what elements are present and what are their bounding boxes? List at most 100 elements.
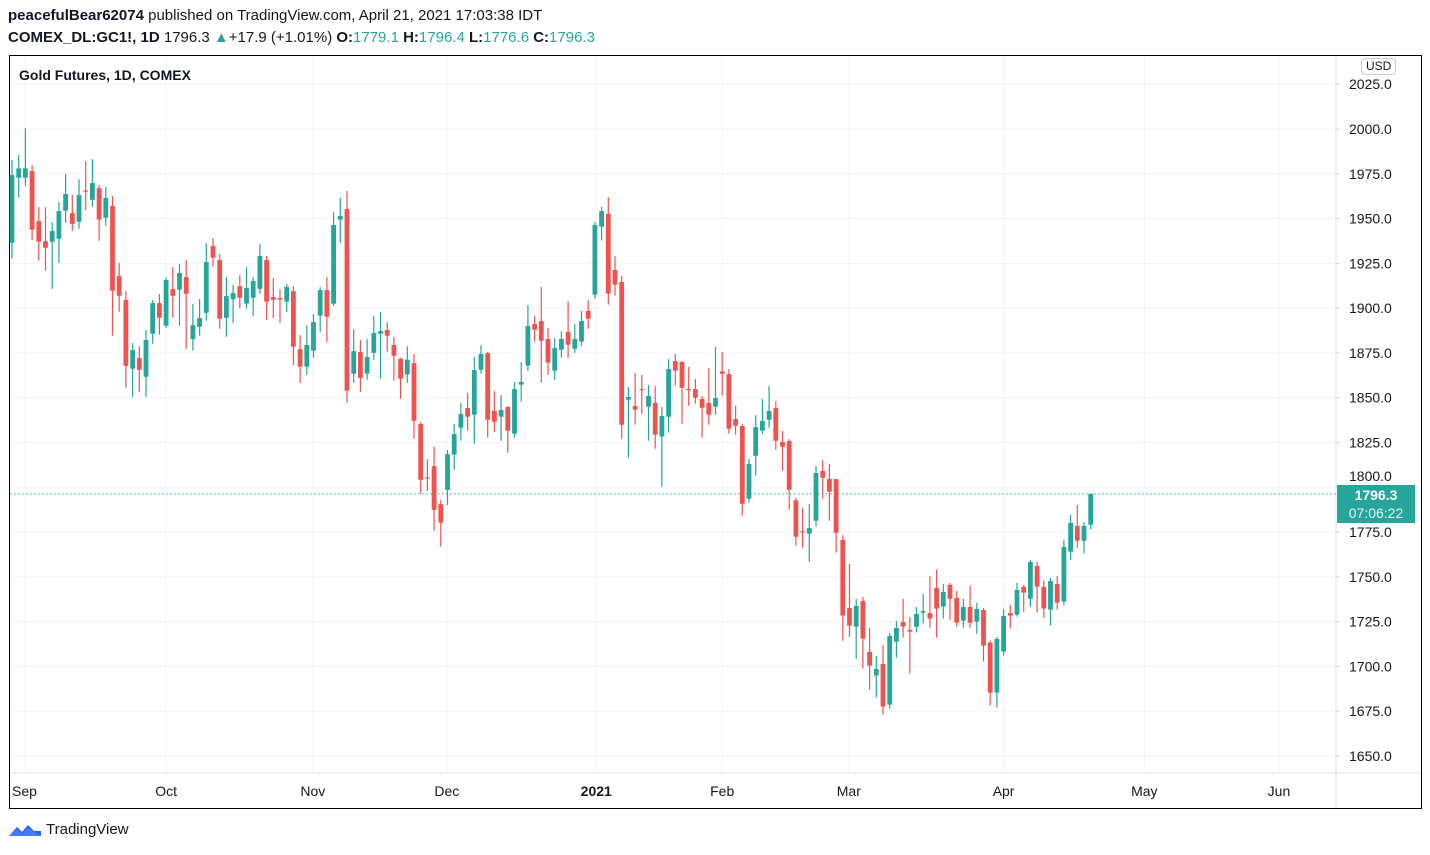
candle-down[interactable] bbox=[538, 321, 544, 341]
candle-down[interactable] bbox=[967, 606, 973, 623]
candle-up[interactable] bbox=[451, 434, 457, 455]
candle-down[interactable] bbox=[827, 479, 832, 492]
candle-up[interactable] bbox=[1068, 522, 1073, 552]
candle-down[interactable] bbox=[411, 363, 417, 421]
currency-button[interactable]: USD bbox=[1361, 58, 1397, 75]
candle-up[interactable] bbox=[713, 398, 718, 407]
candle-down[interactable] bbox=[1021, 586, 1027, 593]
candle-up[interactable] bbox=[940, 591, 946, 607]
candle-up[interactable] bbox=[49, 231, 55, 242]
candle-down[interactable] bbox=[605, 213, 611, 294]
candle-down[interactable] bbox=[719, 371, 725, 374]
candle-down[interactable] bbox=[800, 531, 805, 533]
candle-up[interactable] bbox=[518, 381, 524, 385]
candle-down[interactable] bbox=[425, 477, 430, 479]
candle-up[interactable] bbox=[974, 608, 980, 622]
candle-up[interactable] bbox=[56, 211, 62, 239]
candle-up[interactable] bbox=[498, 410, 504, 417]
candle-up[interactable] bbox=[177, 273, 182, 290]
candle-up[interactable] bbox=[525, 326, 531, 366]
candle-up[interactable] bbox=[143, 340, 149, 377]
candle-down[interactable] bbox=[264, 260, 269, 302]
candle-down[interactable] bbox=[418, 424, 424, 480]
candle-up[interactable] bbox=[579, 321, 584, 342]
candle-down[interactable] bbox=[545, 338, 551, 363]
candle-down[interactable] bbox=[833, 479, 839, 533]
candle-up[interactable] bbox=[572, 338, 578, 349]
author-name[interactable]: peacefulBear62074 bbox=[8, 7, 144, 24]
candle-down[interactable] bbox=[652, 402, 658, 435]
candle-up[interactable] bbox=[599, 211, 604, 227]
candle-up[interactable] bbox=[250, 281, 256, 298]
candle-down[interactable] bbox=[706, 403, 712, 415]
candle-down[interactable] bbox=[840, 539, 846, 616]
candle-up[interactable] bbox=[753, 427, 759, 456]
candle-down[interactable] bbox=[170, 289, 176, 296]
candle-down[interactable] bbox=[619, 281, 625, 425]
candle-down[interactable] bbox=[860, 601, 866, 639]
candle-down[interactable] bbox=[505, 407, 511, 431]
candle-down[interactable] bbox=[585, 311, 591, 319]
candle-down[interactable] bbox=[36, 221, 42, 242]
candle-up[interactable] bbox=[337, 216, 343, 220]
candle-down[interactable] bbox=[1034, 565, 1040, 587]
candle-up[interactable] bbox=[853, 605, 859, 627]
candle-up[interactable] bbox=[813, 472, 819, 521]
candle-down[interactable] bbox=[532, 324, 537, 330]
tradingview-logo[interactable]: TradingView bbox=[8, 821, 129, 838]
candle-down[interactable] bbox=[29, 171, 35, 230]
candle-up[interactable] bbox=[1001, 615, 1006, 652]
candle-up[interactable] bbox=[873, 668, 879, 676]
candle-down[interactable] bbox=[492, 410, 497, 422]
candle-up[interactable] bbox=[961, 606, 966, 621]
candle-up[interactable] bbox=[90, 183, 95, 200]
candle-up[interactable] bbox=[257, 256, 263, 289]
candle-up[interactable] bbox=[244, 288, 249, 304]
candle-down[interactable] bbox=[1041, 586, 1047, 609]
candle-down[interactable] bbox=[820, 470, 826, 478]
candle-down[interactable] bbox=[277, 298, 283, 300]
candle-up[interactable] bbox=[552, 348, 558, 371]
candle-down[interactable] bbox=[398, 359, 403, 379]
candle-up[interactable] bbox=[1048, 580, 1053, 610]
candle-down[interactable] bbox=[96, 188, 102, 220]
candle-up[interactable] bbox=[512, 389, 517, 434]
candle-down[interactable] bbox=[1007, 613, 1013, 616]
candle-down[interactable] bbox=[739, 426, 745, 504]
candle-down[interactable] bbox=[679, 362, 685, 388]
candle-up[interactable] bbox=[203, 262, 209, 313]
candle-up[interactable] bbox=[378, 331, 383, 334]
candle-up[interactable] bbox=[994, 639, 1000, 693]
candle-up[interactable] bbox=[445, 454, 450, 490]
candle-up[interactable] bbox=[76, 195, 82, 222]
candle-down[interactable] bbox=[672, 360, 678, 371]
candle-down[interactable] bbox=[927, 613, 933, 619]
candle-up[interactable] bbox=[646, 395, 651, 407]
candle-down[interactable] bbox=[639, 389, 645, 391]
candle-down[interactable] bbox=[291, 291, 296, 347]
candle-up[interactable] bbox=[471, 370, 477, 415]
candle-down[interactable] bbox=[83, 190, 89, 192]
candle-down[interactable] bbox=[981, 609, 986, 646]
candle-up[interactable] bbox=[304, 345, 310, 367]
candle-up[interactable] bbox=[317, 290, 323, 316]
candle-up[interactable] bbox=[103, 197, 109, 218]
candle-down[interactable] bbox=[270, 297, 276, 300]
candle-down[interactable] bbox=[733, 419, 738, 426]
candle-down[interactable] bbox=[358, 352, 363, 378]
candle-down[interactable] bbox=[157, 303, 162, 318]
candle-up[interactable] bbox=[1028, 561, 1033, 599]
candle-down[interactable] bbox=[1054, 584, 1060, 603]
candle-up[interactable] bbox=[284, 287, 290, 302]
candle-down[interactable] bbox=[954, 597, 960, 623]
candle-up[interactable] bbox=[746, 463, 752, 499]
candle-down[interactable] bbox=[465, 408, 470, 417]
candle-up[interactable] bbox=[190, 325, 196, 340]
candle-up[interactable] bbox=[9, 175, 15, 243]
candle-down[interactable] bbox=[907, 629, 913, 632]
candle-down[interactable] bbox=[686, 388, 692, 391]
candle-up[interactable] bbox=[364, 357, 370, 374]
candle-down[interactable] bbox=[110, 206, 115, 291]
candle-up[interactable] bbox=[16, 168, 22, 178]
